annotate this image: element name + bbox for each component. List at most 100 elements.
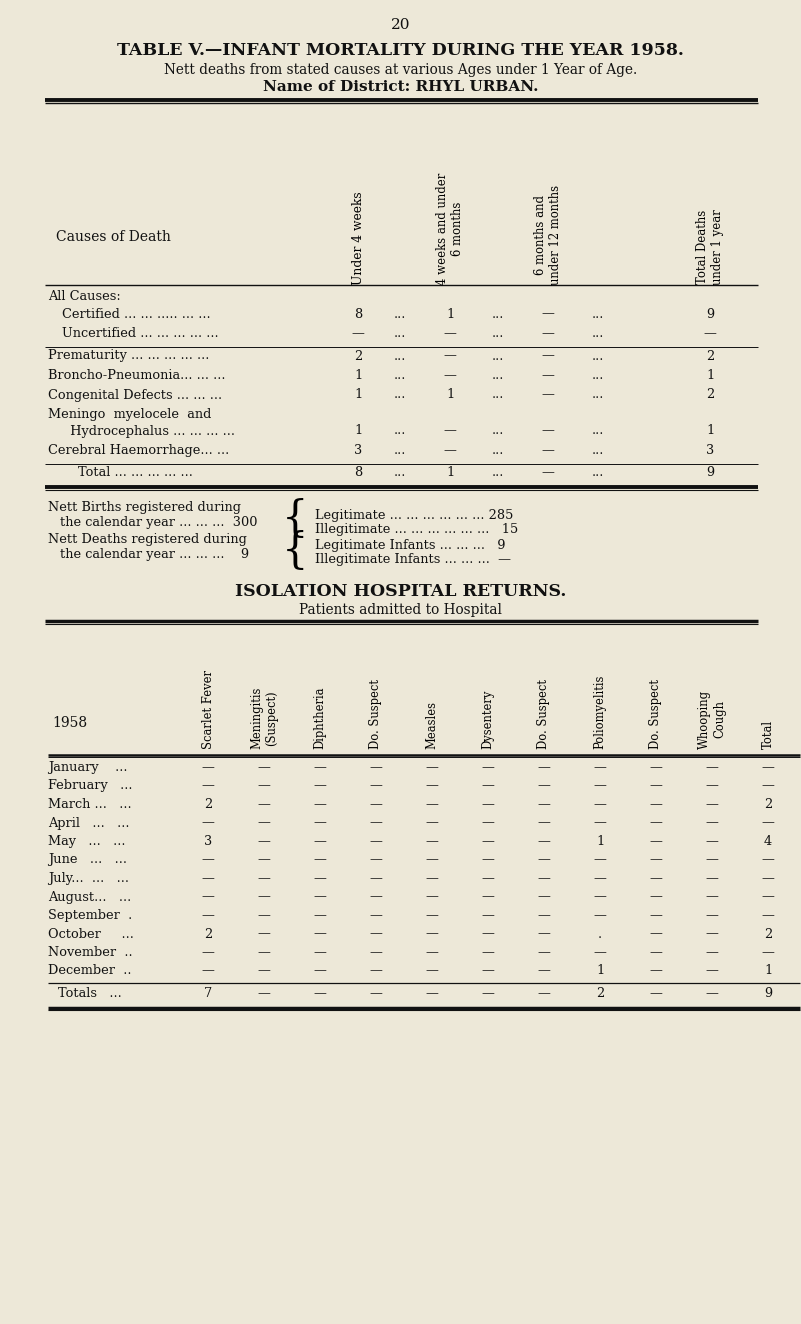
Text: Illegitimate ... ... ... ... ... ...   15: Illegitimate ... ... ... ... ... ... 15 [315,523,518,536]
Text: —: — [258,817,271,830]
Text: —: — [706,928,718,940]
Text: ISOLATION HOSPITAL RETURNS.: ISOLATION HOSPITAL RETURNS. [235,583,566,600]
Text: —: — [369,947,382,959]
Text: Legitimate ... ... ... ... ... ... 285: Legitimate ... ... ... ... ... ... 285 [315,508,513,522]
Text: —: — [481,986,494,1000]
Text: ...: ... [592,350,604,363]
Text: —: — [202,817,215,830]
Text: —: — [313,986,327,1000]
Text: —: — [594,891,606,903]
Text: —: — [650,928,662,940]
Text: Nett deaths from stated causes at various Ages under 1 Year of Age.: Nett deaths from stated causes at variou… [164,64,637,77]
Text: Dysentery: Dysentery [481,690,494,749]
Text: —: — [258,761,271,775]
Text: —: — [481,873,494,884]
Text: —: — [650,891,662,903]
Text: Name of District: RHYL URBAN.: Name of District: RHYL URBAN. [263,79,538,94]
Text: May   ...   ...: May ... ... [48,835,126,847]
Text: —: — [650,817,662,830]
Text: —: — [444,369,457,383]
Text: 4: 4 [764,835,772,847]
Text: —: — [352,327,364,340]
Text: All Causes:: All Causes: [48,290,121,303]
Text: —: — [313,873,327,884]
Text: —: — [481,854,494,866]
Text: —: — [313,817,327,830]
Text: —: — [594,780,606,793]
Text: Do. Suspect: Do. Suspect [650,679,662,749]
Text: Measles: Measles [425,700,438,749]
Text: —: — [313,798,327,812]
Text: —: — [650,780,662,793]
Text: February   ...: February ... [48,780,132,793]
Text: —: — [650,910,662,922]
Text: —: — [541,307,554,320]
Text: 1: 1 [446,307,454,320]
Text: —: — [706,854,718,866]
Text: —: — [481,780,494,793]
Text: Meningo  myelocele  and: Meningo myelocele and [48,408,211,421]
Text: —: — [369,817,382,830]
Text: —: — [650,873,662,884]
Text: the calendar year ... ... ...    9: the calendar year ... ... ... 9 [60,548,249,561]
Text: —: — [650,986,662,1000]
Text: Under 4 weeks: Under 4 weeks [352,192,364,285]
Text: —: — [537,873,550,884]
Text: —: — [537,761,550,775]
Text: —: — [650,761,662,775]
Text: ...: ... [592,388,604,401]
Text: —: — [541,444,554,457]
Text: —: — [703,327,716,340]
Text: —: — [537,928,550,940]
Text: —: — [541,466,554,479]
Text: 1: 1 [354,425,362,437]
Text: 1: 1 [706,425,714,437]
Text: —: — [425,835,438,847]
Text: ...: ... [592,327,604,340]
Text: —: — [313,947,327,959]
Text: —: — [481,947,494,959]
Text: —: — [258,910,271,922]
Text: —: — [425,947,438,959]
Text: —: — [202,854,215,866]
Text: —: — [444,444,457,457]
Text: —: — [706,986,718,1000]
Text: —: — [762,854,775,866]
Text: —: — [369,986,382,1000]
Text: —: — [313,928,327,940]
Text: Whooping
Cough: Whooping Cough [698,690,726,749]
Text: —: — [706,780,718,793]
Text: —: — [541,327,554,340]
Text: —: — [202,964,215,977]
Text: October     ...: October ... [48,928,134,940]
Text: November  ..: November .. [48,947,133,959]
Text: Broncho-Pneumonia... ... ...: Broncho-Pneumonia... ... ... [48,369,226,383]
Text: April   ...   ...: April ... ... [48,817,130,830]
Text: 20: 20 [391,19,410,32]
Text: 3: 3 [204,835,212,847]
Text: TABLE V.—INFANT MORTALITY DURING THE YEAR 1958.: TABLE V.—INFANT MORTALITY DURING THE YEA… [117,42,684,60]
Text: Total Deaths
under 1 year: Total Deaths under 1 year [696,209,724,285]
Text: —: — [258,964,271,977]
Text: —: — [369,964,382,977]
Text: —: — [202,891,215,903]
Text: ...: ... [492,327,504,340]
Text: —: — [258,986,271,1000]
Text: —: — [481,891,494,903]
Text: —: — [541,425,554,437]
Text: —: — [313,910,327,922]
Text: —: — [202,873,215,884]
Text: 9: 9 [706,307,714,320]
Text: 2: 2 [764,798,772,812]
Text: —: — [762,891,775,903]
Text: —: — [258,780,271,793]
Text: Nett Births registered during: Nett Births registered during [48,500,241,514]
Text: —: — [650,947,662,959]
Text: ...: ... [394,369,406,383]
Text: —: — [650,798,662,812]
Text: —: — [650,964,662,977]
Text: —: — [762,780,775,793]
Text: —: — [706,947,718,959]
Text: 2: 2 [706,350,714,363]
Text: 1: 1 [596,835,604,847]
